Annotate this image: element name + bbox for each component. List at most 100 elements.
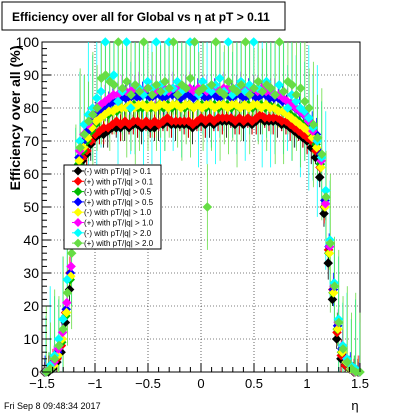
- data-point-8: [206, 80, 217, 90]
- data-point-1: [310, 152, 321, 163]
- data-point-8: [312, 132, 323, 143]
- y-tick-label: 10: [23, 331, 39, 347]
- data-point-1: [327, 294, 338, 305]
- data-point-8: [185, 73, 196, 84]
- data-point-8: [342, 357, 353, 367]
- data-point-8: [130, 80, 141, 90]
- data-point-8: [261, 80, 272, 90]
- legend-marker: [73, 197, 83, 207]
- data-point-8: [54, 340, 64, 351]
- data-point-7: [274, 80, 284, 90]
- data-point-8: [168, 37, 179, 47]
- legend-entry-7: (-) with pT/|q| > 2.0: [84, 229, 152, 238]
- data-point-8: [257, 86, 268, 97]
- data-point-7: [198, 76, 208, 87]
- data-point-5: [324, 248, 335, 258]
- x-tick-label: 0: [197, 376, 204, 391]
- x-axis-label: η: [351, 398, 358, 413]
- data-point-8: [194, 86, 204, 97]
- y-tick-label: 0: [31, 364, 39, 380]
- x-tick-label: −0.5: [135, 376, 161, 391]
- data-point-8: [253, 76, 264, 87]
- y-tick-label: 60: [23, 166, 39, 182]
- data-point-5: [188, 103, 199, 113]
- data-point-7: [172, 76, 183, 87]
- data-point-8: [62, 288, 73, 298]
- data-point-8: [270, 90, 280, 100]
- data-point-4: [188, 93, 199, 103]
- data-point-7: [206, 86, 217, 97]
- legend-marker: [73, 207, 83, 217]
- data-point-7: [62, 274, 72, 285]
- data-point-2: [145, 119, 156, 130]
- y-axis-label: Efficiency over all (%): [7, 46, 23, 191]
- data-point-4: [214, 93, 224, 103]
- data-point-5: [171, 99, 182, 110]
- data-point-2: [302, 132, 313, 143]
- data-point-2: [200, 116, 211, 126]
- data-point-6: [320, 198, 331, 209]
- data-point-2: [281, 116, 291, 126]
- data-point-1: [319, 208, 329, 219]
- x-tick-label: 1.5: [351, 376, 369, 391]
- x-tick-label: 1: [303, 376, 310, 391]
- data-point-6: [223, 83, 233, 93]
- data-point-8: [300, 96, 310, 107]
- x-tick-label: 0.5: [245, 376, 263, 391]
- data-point-4: [201, 93, 211, 103]
- data-point-5: [252, 99, 263, 110]
- data-point-8: [117, 83, 128, 93]
- data-point-8: [321, 192, 331, 202]
- data-point-8: [181, 83, 191, 93]
- legend-entry-3: (-) with pT/|q| > 0.5: [84, 188, 152, 197]
- data-point-5: [61, 307, 72, 318]
- data-point-2: [94, 126, 105, 136]
- data-point-8: [274, 37, 285, 47]
- data-point-5: [210, 103, 220, 113]
- data-point-8: [329, 281, 340, 291]
- data-point-2: [162, 113, 173, 123]
- data-point-5: [163, 103, 174, 113]
- data-point-8: [138, 37, 149, 47]
- data-point-5: [299, 123, 309, 133]
- data-point-2: [158, 116, 168, 126]
- y-tick-label: 20: [23, 298, 39, 314]
- data-point-7: [214, 73, 225, 84]
- data-point-8: [211, 37, 221, 47]
- x-tick-label: −1.5: [29, 376, 55, 391]
- data-point-8: [113, 37, 124, 47]
- data-point-5: [65, 271, 76, 282]
- legend-entry-1: (-) with pT/|q| > 0.1: [84, 167, 152, 176]
- data-point-7: [53, 334, 64, 344]
- data-point-5: [222, 103, 233, 113]
- x-tick-label: −1: [88, 376, 103, 391]
- data-point-7: [176, 86, 187, 97]
- data-point-6: [66, 261, 76, 272]
- data-point-5: [159, 99, 169, 110]
- data-point-5: [316, 162, 326, 173]
- data-point-8: [151, 80, 162, 90]
- data-point-8: [223, 76, 234, 87]
- data-point-7: [125, 103, 136, 113]
- data-point-8: [249, 83, 259, 93]
- data-point-7: [108, 70, 119, 80]
- y-tick-label: 50: [23, 199, 39, 215]
- data-point-5: [121, 103, 131, 113]
- data-point-7: [291, 96, 301, 107]
- data-point-5: [146, 99, 157, 110]
- data-point-2: [294, 126, 304, 136]
- data-point-8: [147, 90, 158, 100]
- data-point-8: [287, 80, 297, 90]
- data-point-8: [164, 83, 174, 93]
- data-point-7: [151, 37, 161, 47]
- data-point-8: [266, 83, 276, 93]
- data-point-7: [223, 37, 234, 47]
- data-point-7: [138, 90, 149, 100]
- data-point-7: [121, 37, 132, 47]
- legend-entry-4: (+) with pT/|q| > 0.5: [84, 198, 154, 207]
- data-point-1: [314, 172, 325, 183]
- data-point-5: [277, 106, 288, 117]
- data-point-8: [134, 86, 145, 97]
